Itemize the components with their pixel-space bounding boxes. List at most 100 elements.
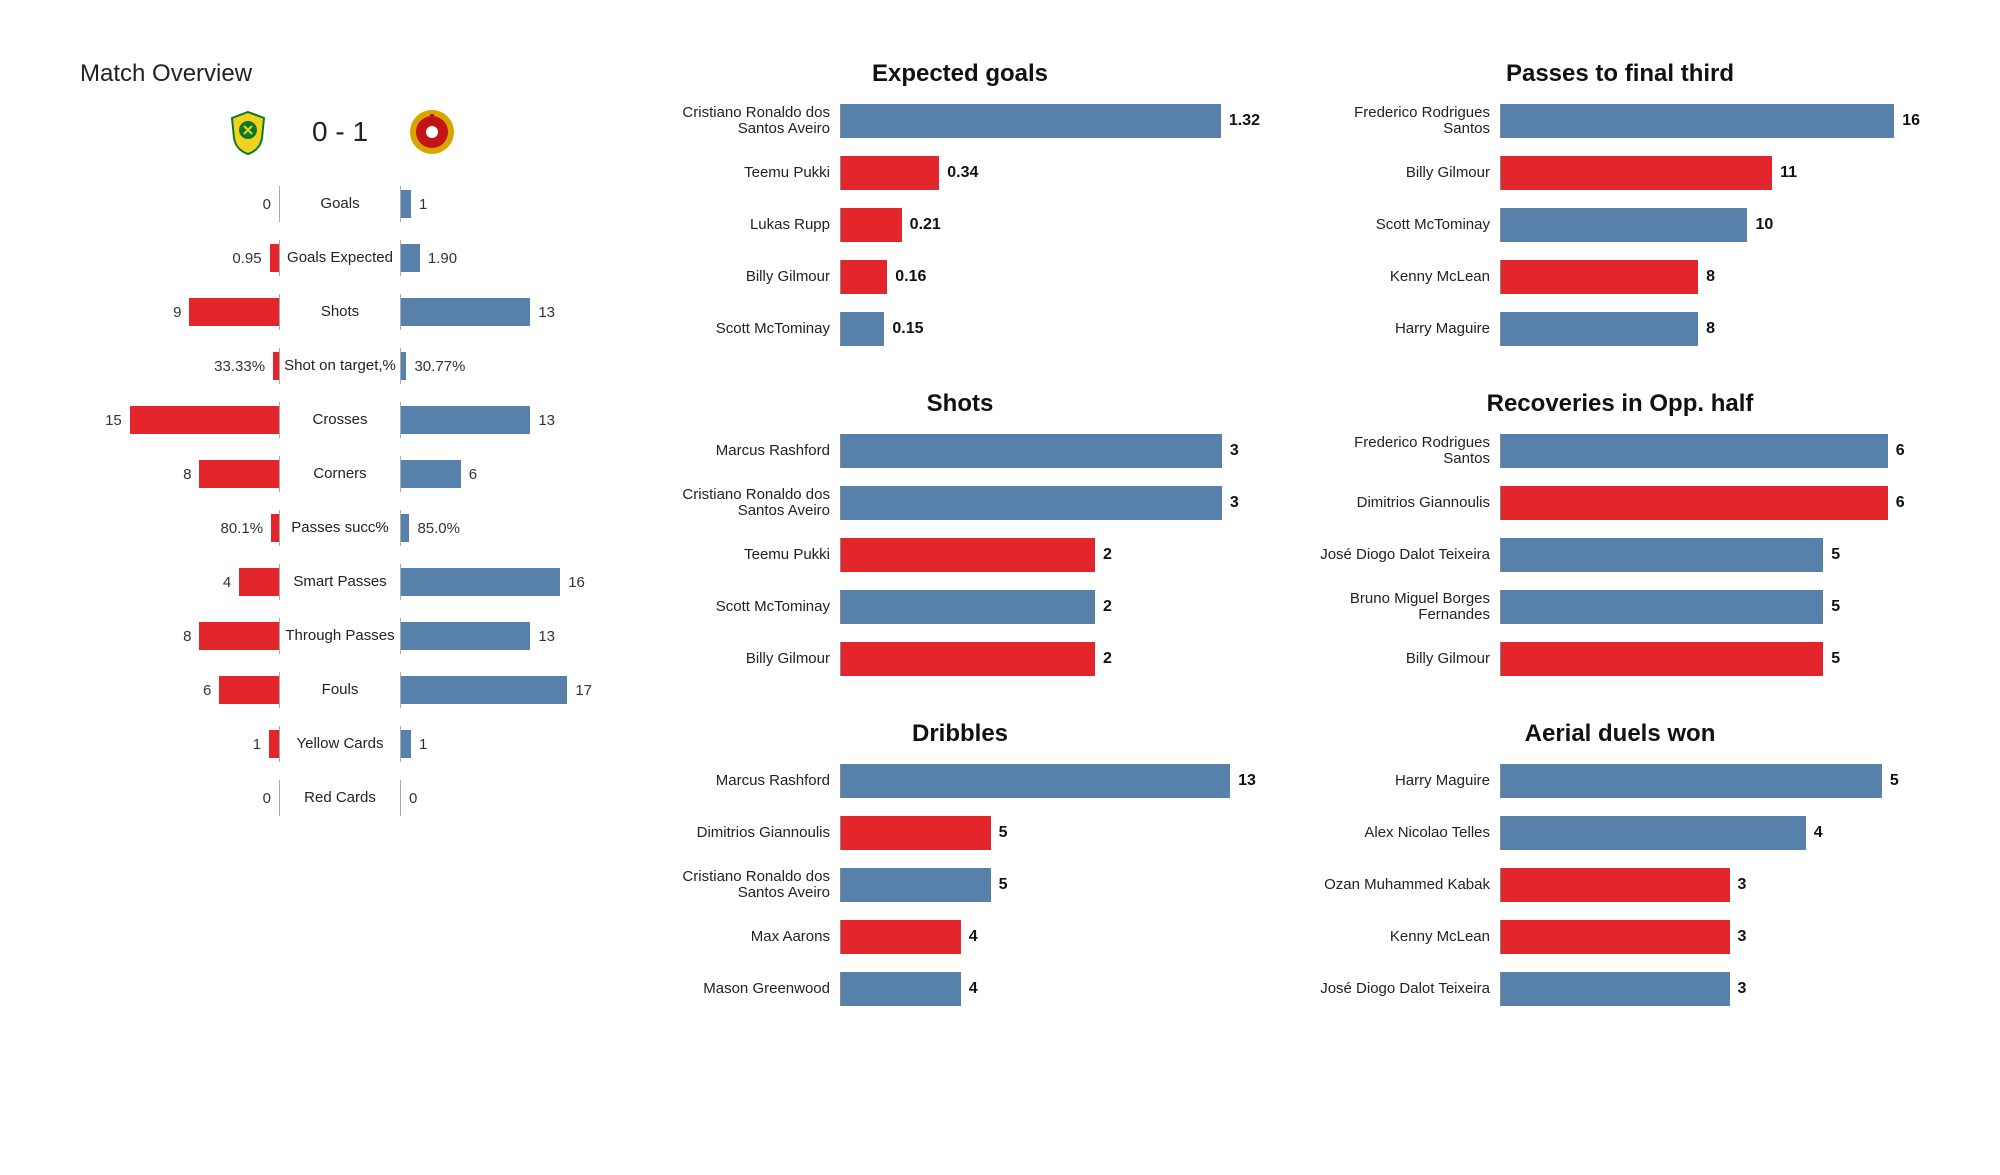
mini-row: Bruno Miguel Borges Fernandes5 [1320, 586, 1920, 628]
mini-label: Frederico Rodrigues Santos [1320, 105, 1500, 137]
mini-label: Alex Nicolao Telles [1320, 825, 1500, 841]
mini-label: Billy Gilmour [660, 269, 840, 285]
mini-row: Cristiano Ronaldo dos Santos Aveiro 1.32 [660, 100, 1260, 142]
mini-value: 0.16 [887, 268, 926, 286]
overview-away-value: 1.90 [420, 250, 465, 267]
mini-value: 16 [1894, 112, 1920, 130]
mini-row: Kenny McLean3 [1320, 916, 1920, 958]
mini-row: Harry Maguire5 [1320, 760, 1920, 802]
mini-value: 1.32 [1221, 112, 1260, 130]
mini-row: Billy Gilmour 11 [1320, 152, 1920, 194]
mini-row: Ozan Muhammed Kabak3 [1320, 864, 1920, 906]
mini-bar [841, 104, 1221, 138]
mini-value: 11 [1772, 164, 1797, 182]
overview-home-value: 9 [165, 304, 189, 321]
overview-home-bar [273, 352, 279, 380]
mini-label: Scott McTominay [660, 599, 840, 615]
mini-label: José Diogo Dalot Teixeira [1320, 981, 1500, 997]
mini-chart: Expected goalsCristiano Ronaldo dos Sant… [660, 60, 1260, 360]
overview-row: 8Through Passes13 [80, 618, 600, 654]
overview-home-bar [199, 460, 279, 488]
mini-label: Cristiano Ronaldo dos Santos Aveiro [660, 869, 840, 901]
mini-bar [1501, 538, 1823, 572]
mini-label: Ozan Muhammed Kabak [1320, 877, 1500, 893]
mini-value: 2 [1095, 650, 1112, 668]
mini-label: Dimitrios Giannoulis [660, 825, 840, 841]
mini-row: Marcus Rashford13 [660, 760, 1260, 802]
mini-value: 6 [1888, 442, 1905, 460]
overview-away-value: 6 [461, 466, 485, 483]
mini-label: Billy Gilmour [1320, 165, 1500, 181]
overview-stat-label: Red Cards [280, 790, 400, 807]
mini-label: Kenny McLean [1320, 929, 1500, 945]
mini-row: Scott McTominay0.15 [660, 308, 1260, 350]
mini-chart-title: Passes to final third [1320, 60, 1920, 88]
mini-label: Kenny McLean [1320, 269, 1500, 285]
mini-label: Harry Maguire [1320, 321, 1500, 337]
overview-stat-label: Through Passes [280, 628, 400, 645]
mini-bar [1501, 156, 1772, 190]
mid-charts-column: Expected goalsCristiano Ronaldo dos Sant… [660, 60, 1260, 1135]
overview-away-bar [401, 514, 409, 542]
overview-stat-label: Fouls [280, 682, 400, 699]
mini-row: Frederico Rodrigues Santos6 [1320, 430, 1920, 472]
overview-away-value: 16 [560, 574, 593, 591]
mini-value: 8 [1698, 320, 1715, 338]
mini-chart-title: Aerial duels won [1320, 720, 1920, 748]
overview-row: 15Crosses13 [80, 402, 600, 438]
mini-row: Billy Gilmour2 [660, 638, 1260, 680]
overview-home-value: 33.33% [206, 358, 273, 375]
mini-label: Teemu Pukki [660, 165, 840, 181]
overview-away-value: 13 [530, 628, 563, 645]
far-charts-column: Passes to final third Frederico Rodrigues… [1320, 60, 1920, 1135]
overview-home-value: 15 [97, 412, 130, 429]
mini-label: Teemu Pukki [660, 547, 840, 563]
mini-row: Cristiano Ronaldo dos Santos Aveiro5 [660, 864, 1260, 906]
mini-row: Alex Nicolao Telles4 [1320, 812, 1920, 854]
overview-home-bar [130, 406, 279, 434]
overview-row: 6Fouls17 [80, 672, 600, 708]
overview-stat-label: Passes succ% [280, 520, 400, 537]
overview-away-value: 13 [530, 304, 563, 321]
overview-row: 8Corners6 [80, 456, 600, 492]
mini-label: Cristiano Ronaldo dos Santos Aveiro [660, 105, 840, 137]
mini-bar [1501, 972, 1730, 1006]
overview-home-value: 80.1% [213, 520, 272, 537]
mini-chart: Recoveries in Opp. halfFrederico Rodrigu… [1320, 390, 1920, 690]
overview-rows: 0Goals10.95Goals Expected1.909Shots1333.… [80, 186, 600, 816]
mini-bar [841, 486, 1222, 520]
mini-bar [841, 868, 991, 902]
overview-away-value: 85.0% [409, 520, 468, 537]
score-row: 0 - 1 [80, 108, 600, 156]
overview-stat-label: Yellow Cards [280, 736, 400, 753]
match-overview-panel: Match Overview 0 - 1 0Goals10.95Goals E [80, 60, 600, 1135]
overview-home-value: 0 [255, 790, 279, 807]
mini-value: 0.34 [939, 164, 978, 182]
mini-bar [1501, 868, 1730, 902]
mini-value: 4 [961, 980, 978, 998]
overview-away-bar [401, 568, 560, 596]
mini-value: 5 [1882, 772, 1899, 790]
mini-row: Billy Gilmour5 [1320, 638, 1920, 680]
mini-row: José Diogo Dalot Teixeira5 [1320, 534, 1920, 576]
mini-chart-title: Dribbles [660, 720, 1260, 748]
mini-bar [1501, 312, 1698, 346]
mini-bar [841, 434, 1222, 468]
overview-home-bar [189, 298, 279, 326]
mini-chart: Passes to final third Frederico Rodrigues… [1320, 60, 1920, 360]
mini-bar [1501, 104, 1894, 138]
overview-away-value: 17 [567, 682, 600, 699]
mini-value: 8 [1698, 268, 1715, 286]
mini-row: Billy Gilmour 0.16 [660, 256, 1260, 298]
mini-label: Scott McTominay [660, 321, 840, 337]
home-crest-icon [224, 108, 272, 156]
mini-label: Billy Gilmour [1320, 651, 1500, 667]
mini-bar [1501, 590, 1823, 624]
overview-away-bar [401, 190, 411, 218]
mini-value: 2 [1095, 546, 1112, 564]
mini-chart: Aerial duels won Harry Maguire5 Alex Nicol… [1320, 720, 1920, 1020]
overview-away-bar [401, 244, 420, 272]
mini-bar [841, 538, 1095, 572]
overview-home-bar [199, 622, 279, 650]
mini-row: Harry Maguire 8 [1320, 308, 1920, 350]
